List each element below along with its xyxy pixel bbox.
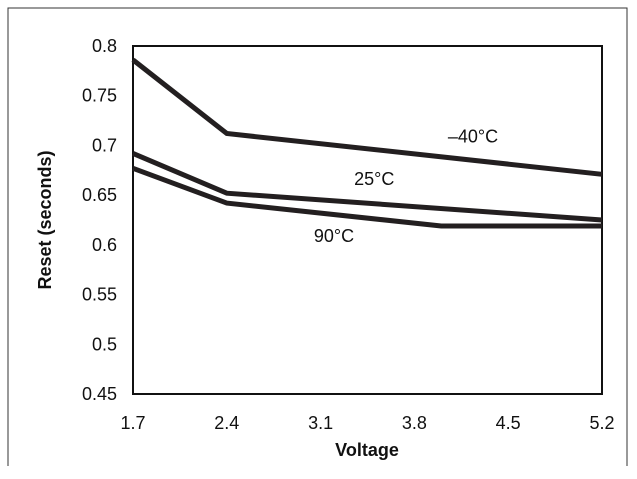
y-tick-label: 0.45: [82, 384, 117, 404]
y-tick-label: 0.5: [92, 334, 117, 354]
x-tick-label: 3.8: [402, 413, 427, 433]
x-tick-label: 3.1: [308, 413, 333, 433]
series-labels: –40°C 25°C 90°C: [314, 126, 498, 245]
y-tick-label: 0.7: [92, 135, 117, 155]
y-tick-label: 0.55: [82, 285, 117, 305]
y-tick-label: 0.75: [82, 86, 117, 106]
series-label: 90°C: [314, 226, 354, 246]
y-axis-ticks: 0.8 0.75 0.7 0.65 0.6 0.55 0.5 0.45: [82, 36, 117, 404]
series-line: [132, 151, 603, 223]
figure-border: [7, 7, 628, 466]
x-tick-label: 5.2: [589, 413, 614, 433]
y-tick-label: 0.6: [92, 235, 117, 255]
series-line: [132, 165, 602, 229]
y-axis-title: Reset (seconds): [35, 150, 55, 289]
y-tick-label: 0.8: [92, 36, 117, 56]
x-axis-title: Voltage: [335, 440, 399, 460]
y-tick-label: 0.65: [82, 185, 117, 205]
x-axis-ticks: 1.7 2.4 3.1 3.8 4.5 5.2: [120, 413, 614, 433]
x-tick-label: 4.5: [496, 413, 521, 433]
x-tick-label: 2.4: [214, 413, 239, 433]
series-label: 25°C: [354, 169, 394, 189]
series-line: [131, 57, 603, 177]
series-lines: [131, 57, 603, 229]
series-label: –40°C: [448, 126, 498, 146]
x-tick-label: 1.7: [120, 413, 145, 433]
